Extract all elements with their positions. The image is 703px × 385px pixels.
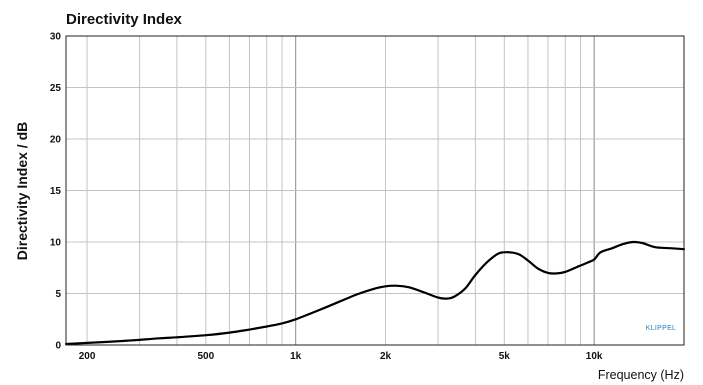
x-tick-label: 200 bbox=[79, 351, 96, 362]
series-line bbox=[64, 240, 686, 346]
series-group bbox=[64, 240, 686, 346]
y-tick-label: 5 bbox=[55, 289, 61, 300]
x-tick-label: 1k bbox=[290, 351, 302, 362]
klippel-watermark: KLIPPEL bbox=[646, 325, 677, 332]
y-tick-label: 25 bbox=[50, 83, 62, 94]
x-tick-label: 500 bbox=[197, 351, 214, 362]
x-tick-label: 2k bbox=[380, 351, 392, 362]
y-tick-label: 0 bbox=[55, 341, 61, 352]
x-tick-label: 10k bbox=[586, 351, 603, 362]
y-axis-label: Directivity Index / dB bbox=[14, 122, 30, 260]
y-tick-label: 10 bbox=[50, 238, 62, 249]
x-axis-label: Frequency (Hz) bbox=[598, 368, 684, 382]
axis-ticks: 0 5 10 15 20 25 30 200 500 1k 2k 5k 10k bbox=[50, 32, 603, 363]
y-tick-label: 20 bbox=[50, 135, 62, 146]
chart-title: Directivity Index bbox=[66, 11, 183, 28]
y-tick-label: 15 bbox=[50, 186, 62, 197]
grid-lines bbox=[66, 36, 685, 345]
y-tick-label: 30 bbox=[50, 32, 62, 43]
plot-frame bbox=[65, 35, 685, 346]
x-tick-label: 5k bbox=[499, 351, 511, 362]
